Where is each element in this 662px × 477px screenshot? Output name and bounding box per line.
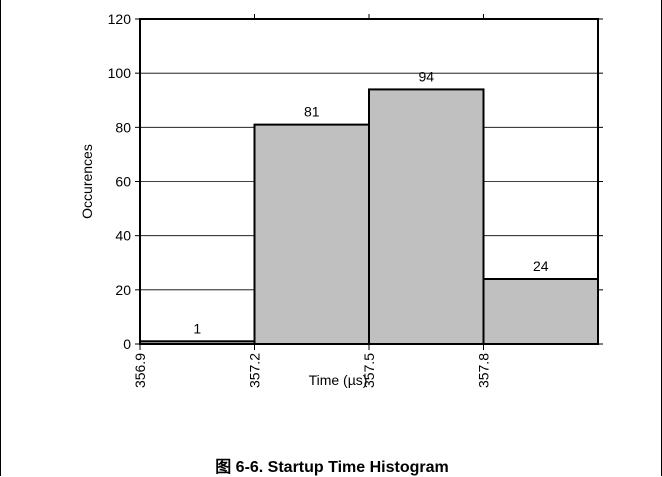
figure-caption: 图 6-6. Startup Time Histogram	[215, 459, 449, 476]
y-tick-label-4: 80	[115, 119, 131, 135]
y-tick-label-6: 120	[108, 11, 132, 27]
x-tick-label-0: 356.9	[132, 353, 148, 388]
y-axis-ticks: 0 20 40 60 80 100 120	[108, 11, 603, 352]
plot-border	[139, 18, 599, 345]
bar-2	[368, 88, 485, 345]
x-tick-label-1: 357.2	[247, 353, 263, 388]
bar-3	[482, 278, 599, 345]
y-tick-label-1: 20	[115, 282, 131, 298]
data-label-1: 81	[304, 104, 320, 120]
x-tick-label-3: 357.8	[476, 353, 492, 388]
y-tick-label-5: 100	[108, 65, 132, 81]
data-labels: 1 81 94 24	[193, 68, 548, 336]
y-tick-label-0: 0	[123, 336, 131, 352]
x-tick-label-2: 357.5	[361, 353, 377, 388]
bars	[139, 88, 599, 345]
data-label-2: 94	[418, 68, 434, 84]
bar-1	[253, 123, 370, 345]
x-axis-label: Time (µs)	[309, 372, 368, 388]
y-axis-label: Occurences	[79, 144, 95, 219]
data-label-3: 24	[533, 258, 549, 274]
y-tick-label-2: 40	[115, 228, 131, 244]
y-tick-label-3: 60	[115, 174, 131, 190]
x-axis-ticks: 356.9 357.2 357.5 357.8	[132, 14, 492, 388]
data-label-0: 1	[193, 320, 201, 336]
